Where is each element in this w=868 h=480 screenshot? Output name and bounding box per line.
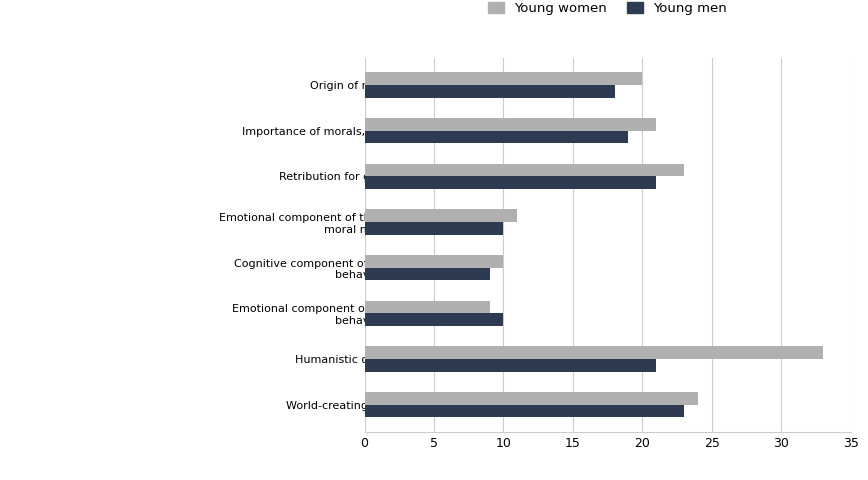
Bar	[365, 85, 615, 98]
Bar	[365, 222, 503, 235]
Bar	[365, 118, 656, 131]
Bar	[365, 359, 656, 372]
Bar	[365, 164, 684, 176]
Bar	[365, 313, 503, 326]
Bar	[365, 346, 823, 359]
Bar	[365, 72, 642, 85]
Bar	[365, 176, 656, 189]
Bar	[365, 405, 684, 418]
Bar	[365, 209, 517, 222]
Bar	[365, 131, 628, 144]
Bar	[365, 300, 490, 313]
Bar	[365, 392, 698, 405]
Legend: Young women, Young men: Young women, Young men	[483, 0, 733, 20]
Bar	[365, 255, 503, 268]
Bar	[365, 268, 490, 280]
